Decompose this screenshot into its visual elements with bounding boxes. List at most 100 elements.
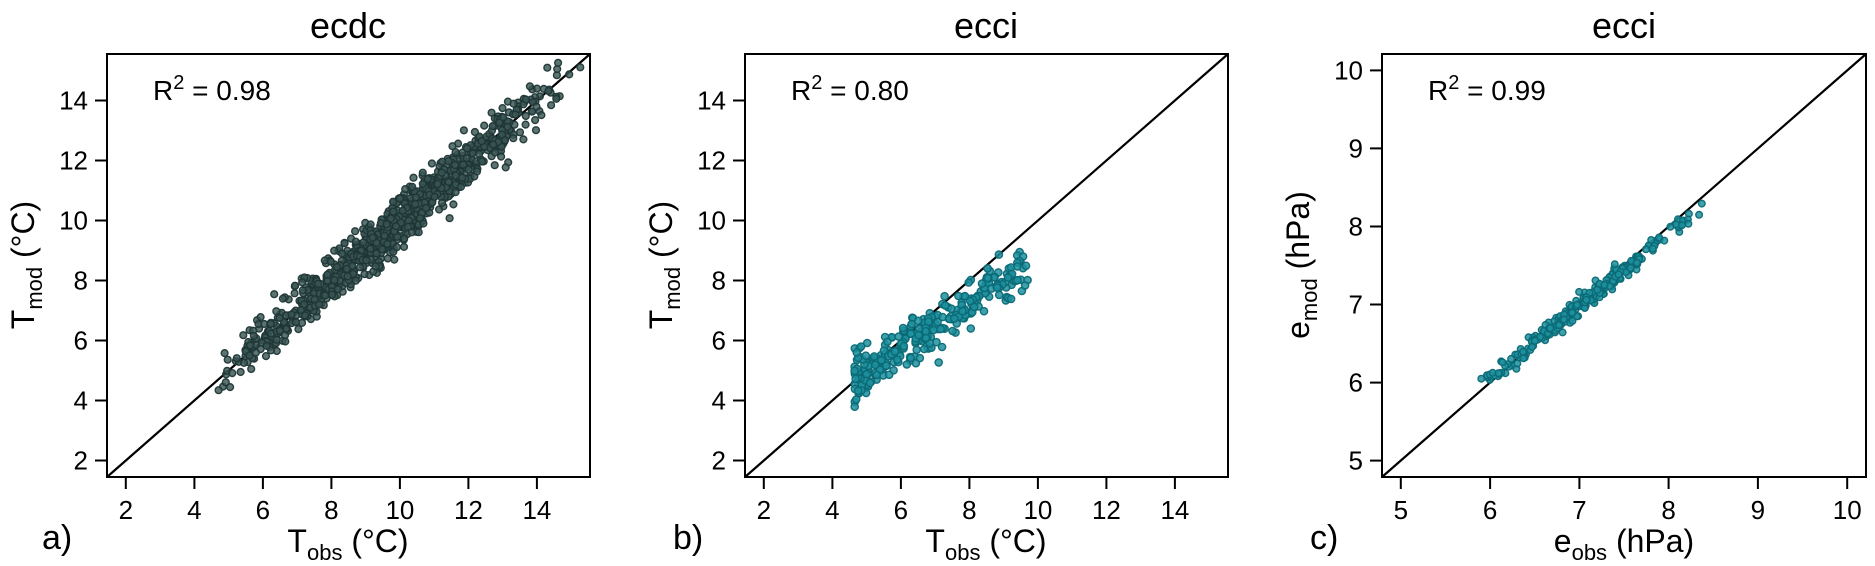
scatter-point <box>463 144 472 153</box>
scatter-point <box>898 323 908 333</box>
y-tick-label: 10 <box>59 206 88 236</box>
scatter-point <box>409 173 418 182</box>
scatter-point <box>994 250 1004 259</box>
panel-a-scatter-points <box>214 58 585 395</box>
x-tick-label: 6 <box>894 495 908 525</box>
x-tick-label: 10 <box>385 495 414 525</box>
scatter-point <box>1546 324 1555 333</box>
scatter-point <box>979 306 989 316</box>
scatter-point <box>1610 260 1619 269</box>
scatter-point <box>1519 347 1528 356</box>
scatter-point <box>372 249 381 258</box>
scatter-point <box>281 337 290 346</box>
scatter-point <box>964 278 974 287</box>
scatter-point <box>351 276 360 285</box>
scatter-point <box>907 319 917 329</box>
scatter-point <box>983 264 992 273</box>
scatter-point <box>503 122 512 131</box>
scatter-point <box>921 326 931 336</box>
panel-a-x-ticks: 2 4 6 8 10 12 14 <box>119 477 551 525</box>
scatter-point <box>497 152 506 161</box>
scatter-point <box>1559 315 1568 324</box>
scatter-point <box>576 63 585 72</box>
scatter-point <box>929 325 938 335</box>
scatter-point <box>948 326 957 336</box>
scatter-point <box>914 316 923 326</box>
scatter-point <box>1507 354 1516 363</box>
scatter-point <box>531 126 541 135</box>
scatter-point <box>321 291 330 300</box>
scatter-point <box>328 290 337 299</box>
scatter-point <box>419 219 428 228</box>
scatter-point <box>395 194 405 203</box>
scatter-point <box>1648 244 1657 253</box>
scatter-point <box>872 370 882 380</box>
scatter-point <box>236 367 245 377</box>
scatter-point <box>977 279 987 288</box>
x-tick-label: 10 <box>1833 495 1862 525</box>
scatter-point <box>937 342 947 352</box>
x-tick-label: 14 <box>522 495 551 525</box>
scatter-point <box>391 222 401 231</box>
y-tick-label: 5 <box>1349 446 1363 476</box>
scatter-point <box>411 193 421 202</box>
scatter-point <box>464 165 473 174</box>
scatter-point <box>296 305 306 315</box>
y-tick-label: 6 <box>1349 368 1363 398</box>
scatter-point <box>565 70 574 79</box>
x-tick-label: 5 <box>1394 495 1408 525</box>
scatter-point <box>261 352 271 361</box>
scatter-point <box>444 157 453 166</box>
scatter-point <box>401 185 410 194</box>
scatter-point <box>291 318 301 327</box>
scatter-point <box>220 349 229 358</box>
scatter-point <box>445 214 454 223</box>
scatter-point <box>390 255 399 264</box>
panel-b: ecci 2 4 6 8 10 12 14 2 4 6 8 10 12 14 R2 = 0.80 Tob… <box>643 5 1229 565</box>
scatter-point <box>366 244 375 253</box>
scatter-point <box>521 120 530 129</box>
scatter-point <box>498 103 507 113</box>
scatter-point <box>251 348 261 357</box>
scatter-point <box>262 341 271 351</box>
scatter-point <box>965 296 975 306</box>
scatter-point <box>850 366 859 376</box>
scatter-point <box>877 355 886 365</box>
scatter-point <box>418 179 427 189</box>
x-tick-label: 8 <box>962 495 976 525</box>
y-axis-label: emod (hPa) <box>1280 191 1322 339</box>
scatter-point <box>553 58 563 67</box>
scatter-point <box>332 262 341 272</box>
panel-b-y-ticks: 2 4 6 8 10 12 14 <box>697 86 745 476</box>
scatter-point <box>414 228 423 237</box>
scatter-point <box>1021 261 1031 271</box>
y-tick-label: 4 <box>74 386 88 416</box>
scatter-point <box>337 249 347 258</box>
x-tick-label: 9 <box>1751 495 1765 525</box>
scatter-point <box>1684 219 1693 228</box>
scatter-point <box>879 346 889 355</box>
plot-box <box>1381 53 1867 478</box>
scatter-point <box>400 234 409 243</box>
plot-box <box>744 53 1229 478</box>
scatter-point <box>330 276 339 285</box>
scatter-point <box>380 231 389 240</box>
scatter-point <box>342 264 351 274</box>
scatter-point <box>221 378 230 387</box>
scatter-point <box>501 163 510 172</box>
scatter-point <box>499 113 508 122</box>
scatter-point <box>408 182 417 191</box>
scatter-point <box>934 358 944 367</box>
scatter-point <box>368 233 377 242</box>
plot-box <box>106 53 591 478</box>
scatter-point <box>449 200 458 209</box>
scatter-point <box>862 369 872 379</box>
scatter-point <box>430 192 439 201</box>
scatter-point <box>298 278 307 287</box>
scatter-point <box>1666 222 1675 231</box>
scatter-point <box>1655 233 1664 242</box>
scatter-point <box>451 171 460 180</box>
y-tick-label: 6 <box>74 326 88 356</box>
panel-c-x-ticks: 5 6 7 8 9 10 <box>1394 477 1862 525</box>
